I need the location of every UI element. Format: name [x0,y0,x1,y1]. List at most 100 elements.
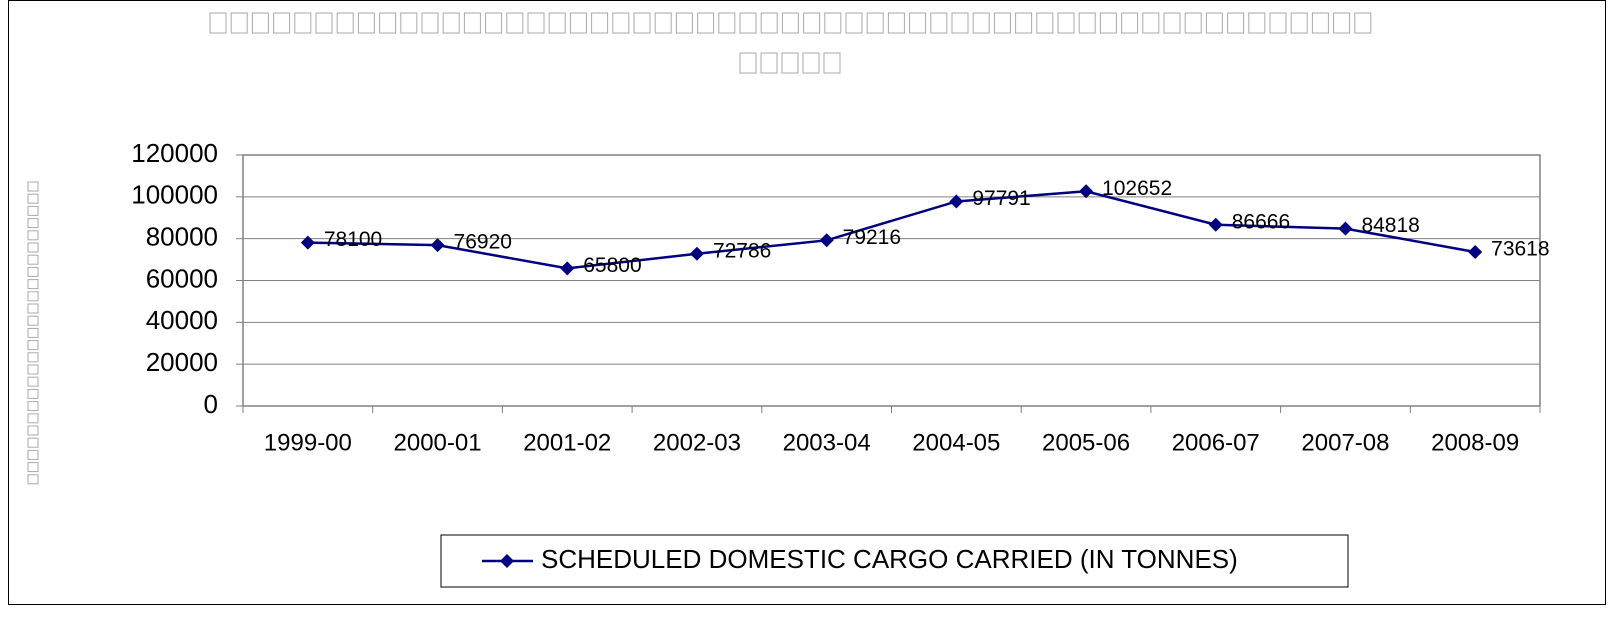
glyph-box [1015,12,1033,34]
data-label: 102652 [1102,177,1172,200]
glyph-box [27,303,39,314]
glyph-box [866,12,884,34]
glyph-box [27,279,39,290]
glyph-box [1121,12,1139,34]
glyph-box [485,12,503,34]
glyph-box [27,193,39,204]
glyph-box [27,352,39,363]
glyph-box [27,413,39,424]
glyph-box [718,12,736,34]
x-tick-label: 2002-03 [653,429,741,456]
glyph-box [27,230,39,241]
glyph-box [27,449,39,460]
glyph-box [1290,12,1308,34]
glyph-box [27,474,39,485]
data-label: 73618 [1491,238,1549,261]
data-point [1208,217,1223,232]
glyph-box [27,181,39,192]
glyph-box [27,340,39,351]
glyph-box [27,291,39,302]
legend [440,534,1349,588]
glyph-box [506,12,524,34]
unrendered-title-glyphs [27,12,1372,485]
series-line [307,190,1476,270]
glyph-box [823,52,841,74]
glyph-box [1142,12,1160,34]
glyph-box [1354,12,1372,34]
x-tick-label: 2007-08 [1301,429,1389,456]
y-tick-label: 100000 [131,180,218,210]
glyph-box [633,12,651,34]
glyph-box [993,12,1011,34]
glyph-box [1333,12,1351,34]
x-tick-label: 2005-06 [1042,429,1130,456]
glyph-box [1078,12,1096,34]
x-tick-label: 2004-05 [912,429,1000,456]
data-point [949,194,964,209]
data-point [560,261,575,276]
glyph-box [27,254,39,265]
data-point [300,235,315,250]
data-label: 72786 [713,239,771,262]
glyph-box [1099,12,1117,34]
data-label: 76920 [454,231,512,254]
x-tick-label: 1999-00 [264,429,352,456]
data-point [430,238,445,253]
glyph-box [739,12,757,34]
glyph-box [951,12,969,34]
glyph-box [27,315,39,326]
data-point [1468,245,1483,260]
glyph-box [1163,12,1181,34]
glyph-box [230,12,248,34]
data-label: 86666 [1232,210,1290,233]
data-label: 79216 [843,226,901,249]
glyph-box [930,12,948,34]
y-tick-label: 20000 [146,347,218,377]
glyph-box [824,12,842,34]
glyph-box [336,12,354,34]
glyph-box [548,12,566,34]
y-tick-label: 80000 [146,222,218,252]
glyph-box [294,12,312,34]
glyph-box [760,52,778,74]
y-tick-label: 60000 [146,263,218,293]
glyph-box [1248,12,1266,34]
glyph-box [27,437,39,448]
glyph-box [400,12,418,34]
glyph-box [1057,12,1075,34]
glyph-box [697,12,715,34]
glyph-box [442,12,460,34]
glyph-box [527,12,545,34]
glyph-box [27,242,39,253]
glyph-box [251,12,269,34]
x-tick-label: 2003-04 [783,429,871,456]
glyph-box [379,12,397,34]
glyph-box [1269,12,1287,34]
glyph-box [27,205,39,216]
glyph-box [27,388,39,399]
glyph-box [612,12,630,34]
glyph-box [569,12,587,34]
glyph-box [27,462,39,473]
glyph-box [27,266,39,277]
glyph-box [781,12,799,34]
data-point [819,233,834,248]
x-tick-label: 2000-01 [394,429,482,456]
glyph-box [887,12,905,34]
glyph-box [1227,12,1245,34]
data-point [689,246,704,261]
glyph-box [845,12,863,34]
glyph-box [27,425,39,436]
glyph-box [739,52,757,74]
glyph-box [654,12,672,34]
data-label: 65800 [583,254,641,277]
x-tick-label: 2001-02 [523,429,611,456]
x-tick-label: 2006-07 [1172,429,1260,456]
glyph-box [463,12,481,34]
glyph-box [1205,12,1223,34]
glyph-box [27,376,39,387]
legend-label: SCHEDULED DOMESTIC CARGO CARRIED (IN TON… [541,544,1238,574]
glyph-box [675,12,693,34]
data-label: 97791 [972,187,1030,210]
glyph-box [1184,12,1202,34]
